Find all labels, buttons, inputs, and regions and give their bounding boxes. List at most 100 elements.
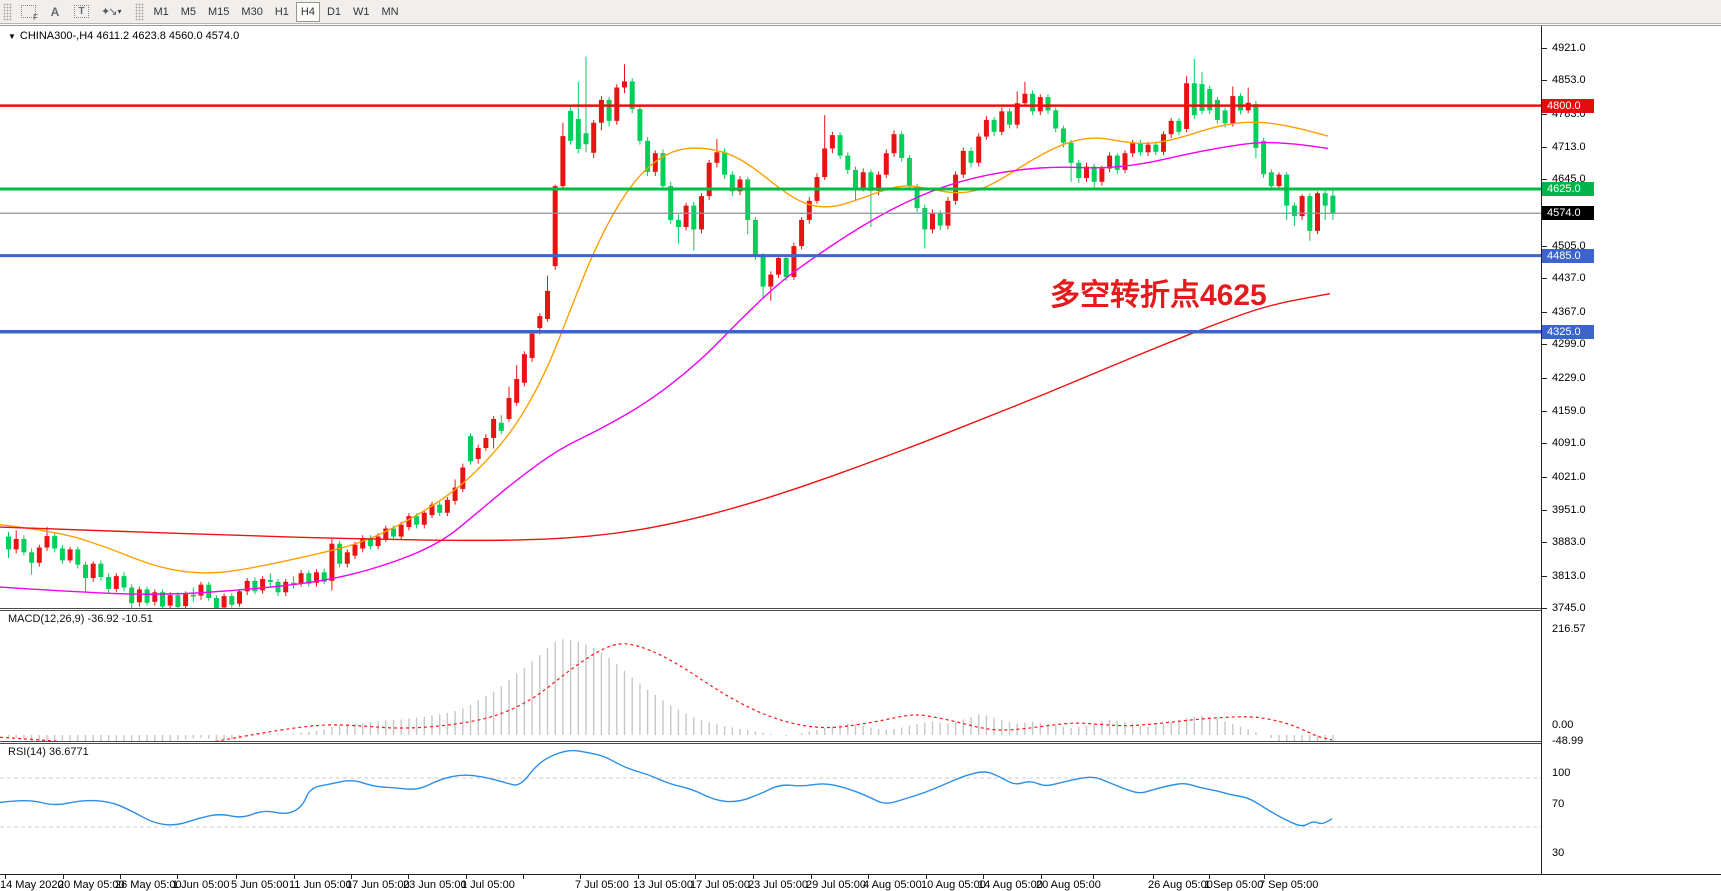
time-tick (811, 875, 812, 879)
price-badge-4485.0: 4485.0 (1542, 249, 1594, 263)
time-label: 1 Sep 05:00 (1204, 879, 1264, 891)
time-tick (294, 875, 295, 879)
timeframe-button-w1[interactable]: W1 (353, 5, 370, 18)
time-tick (5, 875, 6, 879)
price-tick-label: 4713.0 (1552, 141, 1586, 153)
price-tick (1542, 179, 1547, 180)
timeframe-button-mn[interactable]: MN (381, 5, 399, 18)
time-label: 26 May 05:00 (115, 879, 182, 891)
macd-axis-label: -48.99 (1552, 735, 1584, 747)
text-box-button[interactable]: T (69, 2, 94, 22)
time-label: 14 Aug 05:00 (978, 879, 1043, 891)
time-label: 10 Aug 05:00 (921, 879, 986, 891)
time-label: 11 Jun 05:00 (289, 879, 352, 891)
time-label: 5 Jun 05:00 (231, 879, 289, 891)
timeframe-button-m1[interactable]: M1 (153, 5, 169, 18)
time-label: 7 Jul 05:00 (575, 879, 629, 891)
boxed-t-icon: T (74, 5, 89, 18)
rsi-axis-label: 100 (1552, 767, 1571, 779)
ma-slow-red (0, 293, 1331, 542)
time-label: 7 Sep 05:00 (1259, 879, 1319, 891)
price-tick-label: 3745.0 (1552, 602, 1586, 614)
time-tick (1093, 875, 1094, 879)
price-tick (1542, 443, 1547, 444)
time-tick (466, 875, 467, 879)
rsi-chart[interactable] (0, 744, 1541, 874)
panel-separator-2[interactable] (0, 741, 1721, 744)
chart-area: ▼ CHINA300-,H4 4611.2 4623.8 4560.0 4574.… (0, 25, 1721, 891)
timeframe-button-h1[interactable]: H1 (274, 5, 289, 18)
timeframe-button-m5[interactable]: M5 (180, 5, 197, 18)
price-tick (1542, 147, 1547, 148)
timeframe-button-m30[interactable]: M30 (241, 5, 263, 18)
toolbar: A T ✦↘ ▾ M1 M5 M15 M30 H1 H4 D1 W1 MN (0, 0, 1721, 24)
time-label: 26 Aug 05:00 (1148, 879, 1213, 891)
grid-f-icon (21, 5, 38, 22)
time-label: 23 Jul 05:00 (748, 879, 808, 891)
candlestick-chart[interactable] (0, 26, 1541, 615)
price-tick-label: 4299.0 (1552, 338, 1586, 350)
price-tick-label: 4437.0 (1552, 272, 1586, 284)
main-price-panel[interactable]: ▼ CHINA300-,H4 4611.2 4623.8 4560.0 4574.… (0, 26, 1541, 615)
time-tick (1041, 875, 1042, 879)
price-tick-label: 4021.0 (1552, 471, 1586, 483)
ma-mid-magenta (0, 141, 1329, 595)
time-label: 4 Aug 05:00 (863, 879, 922, 891)
macd-chart[interactable] (0, 611, 1541, 757)
panel-separator[interactable] (0, 608, 1721, 611)
time-tick (868, 875, 869, 879)
arrow-objects-button[interactable]: ✦↘ ▾ (96, 2, 126, 22)
candles (6, 56, 1336, 615)
time-tick (1209, 875, 1210, 879)
time-label: 20 May 05:00 (58, 879, 125, 891)
timeframe-button-m15[interactable]: M15 (208, 5, 230, 18)
text-label-button[interactable]: A (43, 2, 67, 22)
price-tick (1542, 576, 1547, 577)
time-label: 17 Jul 05:00 (690, 879, 750, 891)
time-label: 17 Jun 05:00 (346, 879, 410, 891)
timeframe-button-d1[interactable]: D1 (326, 5, 342, 18)
chevron-down-icon: ▾ (117, 7, 122, 16)
price-tick (1542, 542, 1547, 543)
price-axis[interactable]: 4921.04853.04783.04713.04645.04574.04505… (1541, 26, 1721, 891)
symbol-ohlc-line: ▼ CHINA300-,H4 4611.2 4623.8 4560.0 4574.… (8, 30, 240, 42)
time-tick (638, 875, 639, 879)
time-axis[interactable]: 14 May 2020 20 May 05:00 26 May 05:00 1 Jun… (0, 874, 1721, 891)
price-tick-label: 4159.0 (1552, 405, 1586, 417)
toolbar-grip-2[interactable] (135, 2, 145, 21)
price-tick-label: 3883.0 (1552, 536, 1586, 548)
time-label: 1 Jul 05:00 (461, 879, 515, 891)
price-tick (1542, 344, 1547, 345)
price-tick (1542, 48, 1547, 49)
macd-axis-label: 0.00 (1552, 719, 1574, 731)
rsi-line (0, 749, 1333, 827)
rsi-panel[interactable]: RSI(14) 36.6771 (0, 744, 1541, 874)
time-tick (351, 875, 352, 879)
time-tick (926, 875, 927, 879)
price-tick-label: 4091.0 (1552, 437, 1586, 449)
letter-a-icon: A (50, 4, 60, 19)
price-tick-label: 3813.0 (1552, 570, 1586, 582)
macd-label: MACD(12,26,9) -36.92 -10.51 (8, 613, 153, 625)
price-tick (1542, 278, 1547, 279)
price-badge-4625.0: 4625.0 (1542, 182, 1594, 196)
indicator-frame-button[interactable] (16, 2, 41, 22)
price-tick (1542, 608, 1547, 609)
chart-dropdown-icon[interactable]: ▼ (8, 32, 16, 41)
macd-panel[interactable]: MACD(12,26,9) -36.92 -10.51 (0, 611, 1541, 757)
time-tick (1153, 875, 1154, 879)
rsi-axis-label: 30 (1552, 847, 1565, 859)
time-tick (983, 875, 984, 879)
ma-fast-orange (0, 121, 1329, 574)
price-tick-label: 4229.0 (1552, 372, 1586, 384)
time-label: 1 Jun 05:00 (172, 879, 230, 891)
timeframe-button-h4[interactable]: H4 (295, 1, 320, 22)
price-tick-label: 4853.0 (1552, 74, 1586, 86)
price-tick-label: 4367.0 (1552, 306, 1586, 318)
price-badge-4800.0: 4800.0 (1542, 99, 1594, 113)
time-tick (523, 875, 524, 879)
toolbar-grip[interactable] (3, 2, 12, 21)
rsi-axis-label: 70 (1552, 798, 1565, 810)
time-tick (236, 875, 237, 879)
time-tick (120, 875, 121, 879)
